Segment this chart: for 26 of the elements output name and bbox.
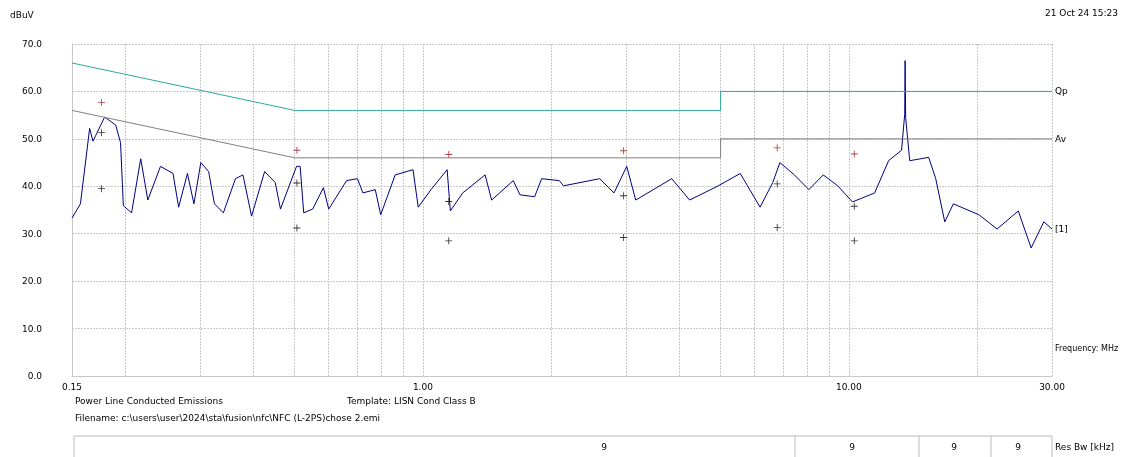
series-label: [1]	[1055, 223, 1068, 234]
y-tick-label: 70.0	[21, 39, 43, 49]
text: Res Bw [kHz]	[1055, 441, 1115, 452]
y-tick-label: 30.0	[21, 228, 43, 239]
text: 9	[1015, 441, 1022, 452]
text: 9	[849, 441, 856, 452]
x-tick-label: 0.15	[61, 381, 83, 392]
text: Filename: c:\users\user\2024\sta\fusion\nfc\NFC (L-2PS)chose 2.emi	[75, 412, 381, 423]
x-tick-label: 10.00	[835, 381, 862, 392]
text: 9	[601, 441, 608, 452]
y-tick-label: 10.0	[21, 323, 43, 334]
x-tick-label: 1.00	[412, 381, 434, 392]
y-tick-label: 50.0	[21, 133, 43, 144]
x-axis-title: Frequency: MHz	[1055, 343, 1119, 353]
y-tick-label: 60.0	[21, 86, 43, 97]
y-tick-label: 0.0	[27, 371, 43, 381]
y-axis-title: dBuV	[10, 9, 35, 20]
y-tick-label: 40.0	[21, 181, 43, 192]
y-tick-label: 20.0	[21, 276, 43, 287]
series-label: Av	[1055, 133, 1067, 144]
text: 21 Oct 24 15:23	[1045, 7, 1118, 18]
series-label: Qp	[1055, 86, 1069, 97]
text: 9	[951, 441, 958, 452]
text: Power Line Conducted Emissions	[75, 395, 224, 406]
text: Template: LISN Cond Class B	[346, 395, 476, 406]
x-tick-label: 30.00	[1039, 381, 1066, 392]
